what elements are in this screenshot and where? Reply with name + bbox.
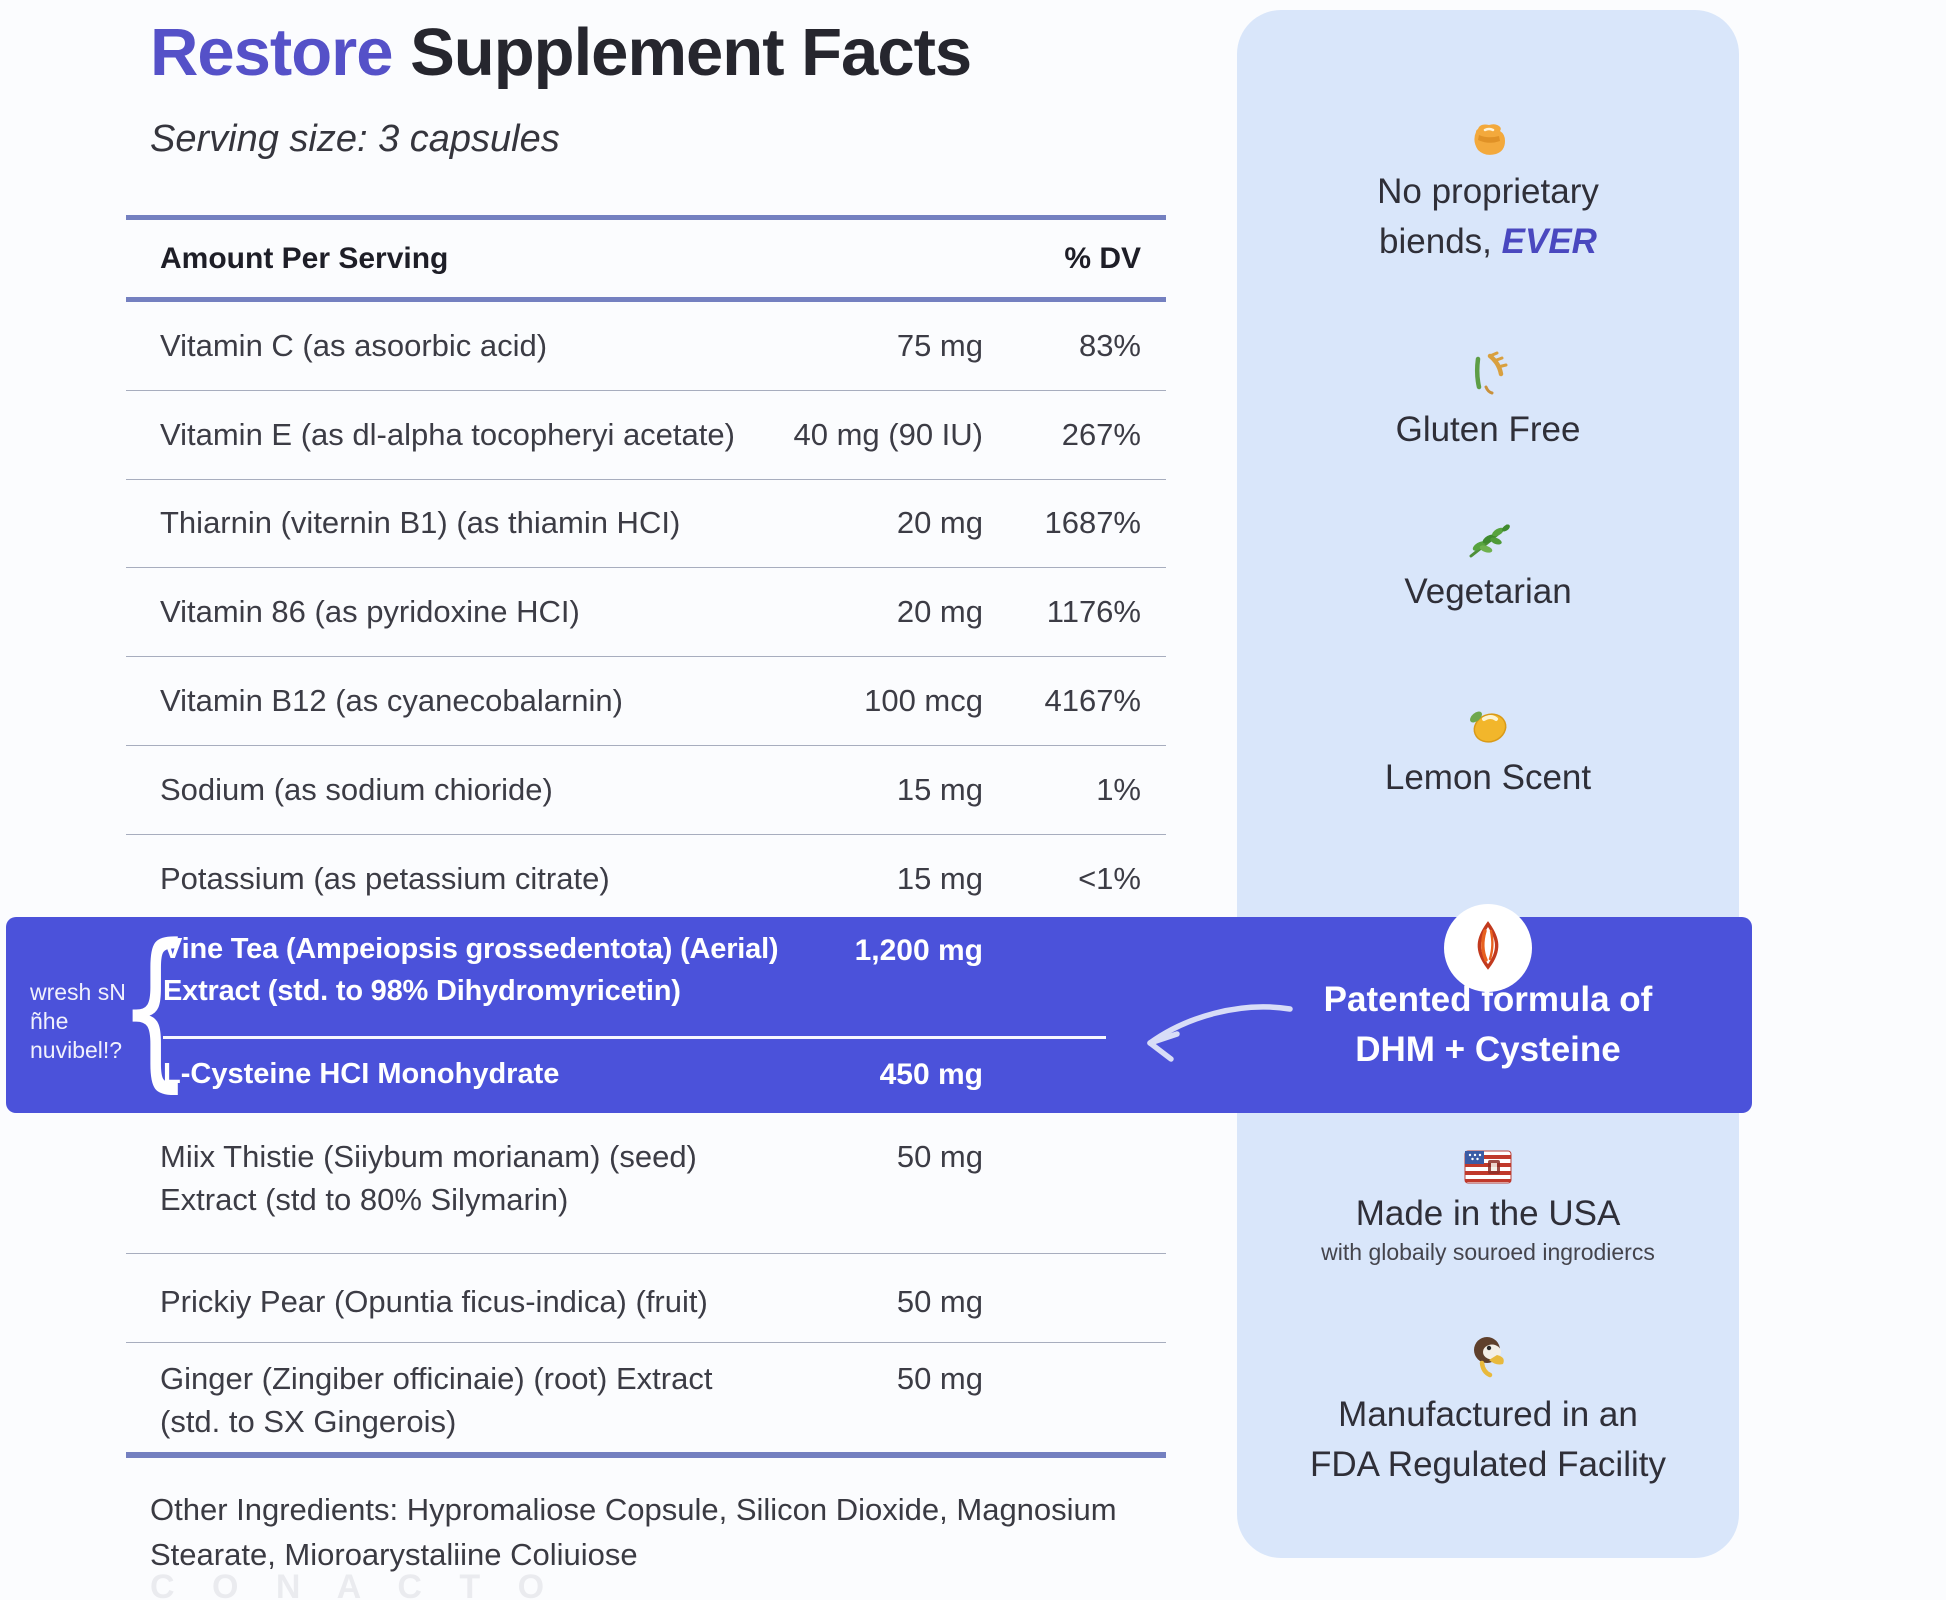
table-row: Vitamin B12 (as cyanecobalarnin) 100 mcg… (126, 657, 1166, 746)
brace-glyph: { (118, 907, 193, 1108)
ingredient-name: Vitamin E (as dl-alpha tocopheryi acetat… (160, 416, 735, 452)
ingredient-dv: <1% (1078, 860, 1141, 896)
table-row: Miix Thistie (Siiybum morianam) (seed) E… (126, 1113, 1166, 1254)
lemon-icon (1464, 702, 1512, 753)
ingredient-amount: 20 mg (896, 594, 983, 630)
nutrition-table-bottom: Miix Thistie (Siiybum morianam) (seed) E… (126, 1113, 1166, 1458)
nutrition-table-top: Amount Per Serving % DV Vitamin C (as as… (126, 215, 1166, 923)
ingredient-name: Vitamin 86 (as pyridoxine HCI) (160, 594, 580, 630)
band-ingredient-name: Vine Tea (Ampeiopsis grossedentota) (Aer… (163, 933, 779, 1007)
ingredient-name: Ginger (Zingiber officinaie) (root) Extr… (160, 1361, 713, 1439)
band-ingredient-name: L-Cysteine HCI Monohydrate (163, 1058, 560, 1090)
capsule-drop-badge (1444, 904, 1532, 992)
side-note-line: wresh sN (30, 979, 126, 1005)
badge-label: Gluten Free (1395, 410, 1581, 449)
ingredient-amount: 75 mg (896, 327, 983, 363)
brand-name: Restore (150, 15, 393, 90)
ingredient-dv: 4167% (1044, 683, 1141, 719)
badge-fda-facility: Manufactured in an FDA Regulated Facilit… (1237, 1333, 1739, 1490)
ingredient-amount: 20 mg (896, 505, 983, 541)
ingredient-name: Vitamin C (as asoorbic acid) (160, 327, 548, 363)
band-divider (163, 1036, 1106, 1039)
ingredient-name: Thiarnin (viternin B1) (as thiamin HCI) (160, 505, 681, 541)
other-ingredients: Other Ingredients: Hypromaliose Copsule,… (150, 1492, 1117, 1572)
honey-pot-icon (1466, 118, 1510, 167)
badge-label: Made in the USA (1355, 1194, 1621, 1233)
badge-subtext: with globaily souroed ingrodiercs (1321, 1239, 1655, 1265)
table-row: Prickiy Pear (Opuntia ficus-indica) (fru… (126, 1254, 1166, 1343)
title-rest: Supplement Facts (392, 15, 972, 90)
badge-lemon-scent: Lemon Scent (1237, 702, 1739, 803)
wheat-icon (1465, 350, 1511, 405)
ingredient-dv: 1% (1096, 771, 1141, 807)
table-row: Vitamin E (as dl-alpha tocopheryi acetat… (126, 391, 1166, 480)
band-side-note: wresh sN ñhe nuvibel!? (30, 978, 126, 1065)
ingredient-name: Prickiy Pear (Opuntia ficus-indica) (fru… (160, 1284, 708, 1319)
badge-label: Vegetarian (1404, 572, 1572, 611)
table-row: Vitamin 86 (as pyridoxine HCI) 20 mg 117… (126, 568, 1166, 658)
capsule-drop-icon (1471, 920, 1505, 976)
badge-label-emphasis: EVER (1501, 222, 1597, 261)
table-row: Sodium (as sodium chioride) 15 mg 1% (126, 746, 1166, 835)
ingredient-amount: 100 mcg (864, 683, 983, 719)
badge-gluten-free: Gluten Free (1237, 350, 1739, 455)
ingredient-dv: 1176% (1046, 594, 1141, 630)
herb-sprig-icon (1463, 518, 1513, 567)
side-note-line: nuvibel!? (30, 1037, 123, 1063)
badges-panel (1237, 10, 1739, 1558)
table-row: Ginger (Zingiber officinaie) (root) Extr… (126, 1343, 1166, 1458)
ingredient-name: Sodium (as sodium chioride) (160, 771, 553, 807)
ingredient-dv: 1687% (1044, 505, 1141, 541)
ingredient-name: Miix Thistie (Siiybum morianam) (seed) E… (160, 1139, 697, 1217)
page-title: Restore Supplement Facts (150, 14, 972, 91)
band-ingredient-amount: 1,200 mg (854, 934, 983, 967)
usa-flag-icon (1464, 1150, 1512, 1189)
table-header: Amount Per Serving % DV (126, 220, 1166, 302)
ingredient-amount: 50 mg (896, 1284, 983, 1319)
table-row: Vitamin C (as asoorbic acid) 75 mg 83% (126, 302, 1166, 391)
band-ingredient-amount: 450 mg (879, 1058, 983, 1091)
ingredient-amount: 50 mg (896, 1139, 983, 1174)
header-percent-dv: % DV (1064, 241, 1141, 275)
table-row: Thiarnin (viternin B1) (as thiamin HCI) … (126, 480, 1166, 569)
badge-no-proprietary-blends: No proprietary biends, EVER (1237, 118, 1739, 267)
ingredient-name: Vitamin B12 (as cyanecobalarnin) (160, 683, 623, 719)
ingredient-dv: 267% (1061, 416, 1141, 452)
ingredient-name: Potassium (as petassium citrate) (160, 860, 610, 896)
badge-label: Lemon Scent (1384, 758, 1592, 797)
ingredient-dv: 83% (1078, 327, 1141, 363)
ingredient-amount: 15 mg (896, 860, 983, 896)
badge-label: Manufactured in an FDA Regulated Facilit… (1310, 1395, 1666, 1484)
side-note-line: ñhe (30, 1008, 69, 1034)
table-row: Potassium (as petassium citrate) 15 mg <… (126, 835, 1166, 923)
serving-size: Serving size: 3 capsules (150, 118, 560, 160)
badge-vegetarian: Vegetarian (1237, 518, 1739, 617)
ingredient-amount: 50 mg (896, 1361, 983, 1396)
ingredient-amount: 40 mg (90 IU) (793, 416, 983, 452)
ingredient-amount: 15 mg (896, 771, 983, 807)
badge-made-in-usa: Made in the USA with globaily souroed in… (1237, 1150, 1739, 1266)
header-amount-per-serving: Amount Per Serving (160, 241, 449, 275)
arrow-left-icon (1130, 995, 1300, 1075)
faint-footer-text: C O N A C T O (150, 1568, 559, 1600)
badge-label: No proprietary biends, EVER (1377, 172, 1599, 261)
eagle-icon (1465, 1333, 1511, 1390)
